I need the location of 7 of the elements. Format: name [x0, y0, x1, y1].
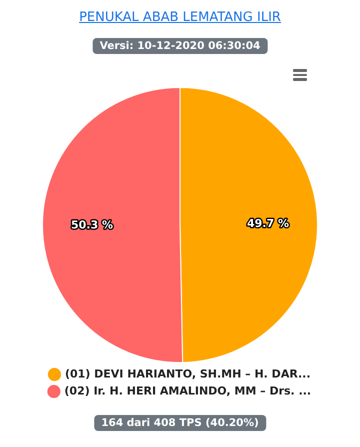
chart-subtitle: Versi: 10-12-2020 06:30:04	[92, 38, 268, 54]
legend-label: (02) Ir. H. HERI AMALINDO, MM – Drs. ...	[64, 384, 312, 398]
chart-title: PENUKAL ABAB LEMATANG ILIR	[78, 10, 282, 25]
data-label: 50.3 %	[71, 218, 114, 232]
data-label: 49.7 %	[246, 217, 289, 230]
text: 164 dari 408 TPS (40.20%)	[94, 415, 266, 431]
legend-label: (01) DEVI HARIANTO, SH.MH – H. DAR...	[64, 367, 311, 380]
